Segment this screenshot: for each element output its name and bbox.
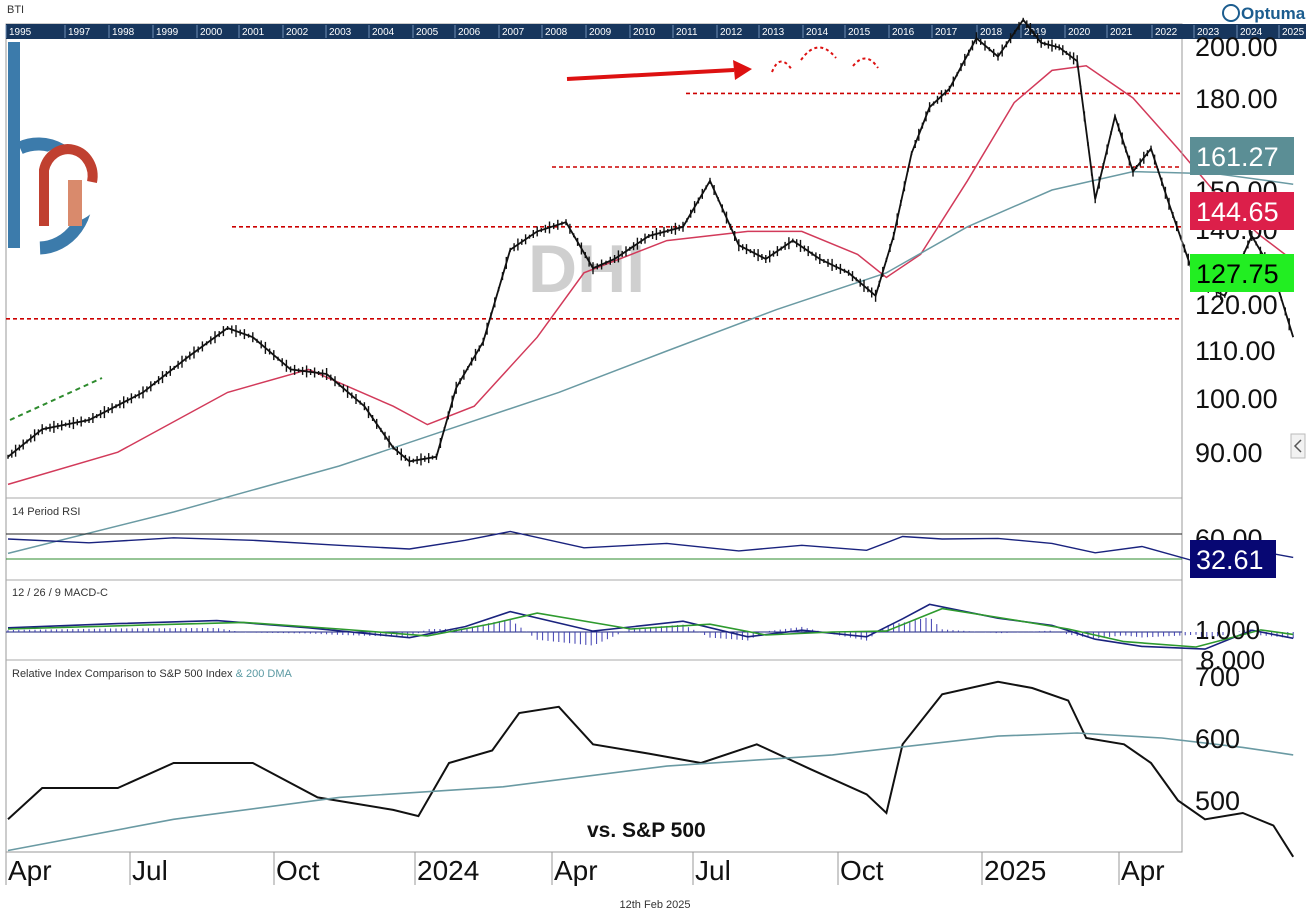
relative-y-axis: 700 600 500 — [1195, 662, 1240, 816]
macd-title: 12 / 26 / 9 MACD-C — [12, 587, 108, 599]
macd-tick-label: 8.000 — [1200, 645, 1265, 675]
rsi-line — [7, 530, 1294, 563]
year-bar-label: 1998 — [112, 27, 135, 38]
year-bar-label: 2006 — [458, 27, 481, 38]
x-tick-label: Oct — [840, 855, 884, 886]
price-badge-value: 144.65 — [1196, 197, 1279, 227]
year-bar-label: 2019 — [1024, 27, 1047, 38]
macd-tick-label: 1.000 — [1195, 615, 1260, 645]
support-trendline — [9, 377, 103, 421]
price-tick-label: 120.00 — [1195, 290, 1278, 320]
resistance-lines — [6, 92, 1182, 320]
price-series — [7, 17, 1295, 467]
year-bar-label: 2013 — [762, 27, 785, 38]
price-badge — [1190, 192, 1294, 230]
year-bar-label: 2014 — [806, 27, 829, 38]
year-bar-label: 2025 — [1282, 27, 1305, 38]
year-bar-label: 2011 — [676, 27, 698, 38]
company-logo-icon — [8, 42, 104, 255]
relative-line — [7, 680, 1295, 858]
year-bar-label: 2016 — [892, 27, 915, 38]
ticker-label: BTI — [7, 4, 24, 16]
x-tick-label: Jul — [695, 855, 731, 886]
year-bar-label: 2003 — [329, 27, 352, 38]
year-bar-label: 2017 — [935, 27, 958, 38]
price-tick-label: 110.00 — [1195, 336, 1276, 366]
brand-logo: Optuma — [1222, 4, 1306, 23]
price-tick-label: 100.00 — [1195, 384, 1278, 414]
price-tick-label: 90.00 — [1195, 438, 1263, 468]
top-markers — [771, 46, 879, 73]
rsi-badges: 32.61 — [1190, 540, 1276, 578]
relative-series — [7, 680, 1295, 858]
price-badge-value: 161.27 — [1196, 142, 1279, 172]
brand-name: Optuma — [1241, 4, 1306, 23]
x-tick-label: Apr — [554, 855, 598, 886]
rsi-title: 14 Period RSI — [12, 506, 80, 518]
year-bar-label: 2000 — [200, 27, 223, 38]
year-bar-label: 2015 — [848, 27, 871, 38]
year-bar-label: 1999 — [156, 27, 179, 38]
rsi-badge-value: 32.61 — [1196, 545, 1264, 575]
x-tick-label: Jul — [132, 855, 168, 886]
x-tick-label: 2025 — [984, 855, 1046, 886]
relative-title: Relative Index Comparison to S&P 500 Ind… — [12, 668, 293, 680]
price-tick-label: 180.00 — [1195, 84, 1278, 114]
year-bar-label: 2007 — [502, 27, 525, 38]
year-bar-label: 2010 — [633, 27, 656, 38]
year-bar-labels: 1995 1997 1998 1999 2000 2001 2002 2003 2004 2005… — [5, 25, 1305, 38]
x-tick-label: 2024 — [417, 855, 479, 886]
rsi-series — [6, 530, 1294, 563]
arrow-annotation — [566, 60, 752, 81]
chart-frame — [5, 23, 1183, 853]
relative-tick-label: 600 — [1195, 724, 1240, 754]
rsi-badge — [1190, 540, 1276, 578]
year-bar-label: 1995 — [9, 27, 32, 38]
year-bar-label: 2024 — [1240, 27, 1263, 38]
ma_short-line — [7, 65, 1294, 486]
year-bar-label: 2021 — [1110, 27, 1133, 38]
year-bar-label: 1997 — [68, 27, 91, 38]
x-tick-label: Oct — [276, 855, 320, 886]
price-badge — [1190, 137, 1294, 175]
vs-sp500-annotation: vs. S&P 500 — [587, 819, 706, 842]
relative-dma-line — [7, 732, 1294, 852]
year-bar-label: 2001 — [242, 27, 265, 38]
x-tick-label: Apr — [8, 855, 52, 886]
signal-line — [7, 607, 1294, 648]
x-tick-label: Apr — [1121, 855, 1165, 886]
year-bar-label: 2020 — [1068, 27, 1091, 38]
macd-line — [7, 603, 1294, 650]
year-bar-label: 2008 — [545, 27, 568, 38]
year-bar-label: 2009 — [589, 27, 612, 38]
watermark: DHI — [528, 231, 645, 307]
price-badges: 161.27 144.65 127.75 — [1190, 137, 1294, 292]
optuma-logo-icon — [1222, 4, 1240, 22]
chevron-left-icon[interactable] — [1293, 439, 1302, 453]
scroll-handle[interactable] — [1290, 433, 1306, 459]
price-badge-value: 127.75 — [1196, 259, 1279, 289]
year-bar-label: 2012 — [720, 27, 743, 38]
macd-series — [6, 603, 1294, 650]
year-bar-label: 2002 — [286, 27, 309, 38]
date-label: 12th Feb 2025 — [620, 899, 691, 911]
year-bar[interactable] — [6, 24, 1306, 39]
year-bar-label: 2018 — [980, 27, 1003, 38]
relative-tick-label: 500 — [1195, 786, 1240, 816]
year-bar-label: 2022 — [1155, 27, 1178, 38]
price-tick-label: 200.00 — [1195, 32, 1278, 62]
x-axis: Apr Jul Oct 2024 Apr Jul Oct 2025 Apr — [5, 851, 1182, 886]
year-bar-label: 2004 — [372, 27, 395, 38]
year-bar-label: 2005 — [416, 27, 439, 38]
price-badge — [1190, 254, 1294, 292]
relative-tick-label: 700 — [1195, 662, 1240, 692]
year-bar-label: 2023 — [1197, 27, 1220, 38]
